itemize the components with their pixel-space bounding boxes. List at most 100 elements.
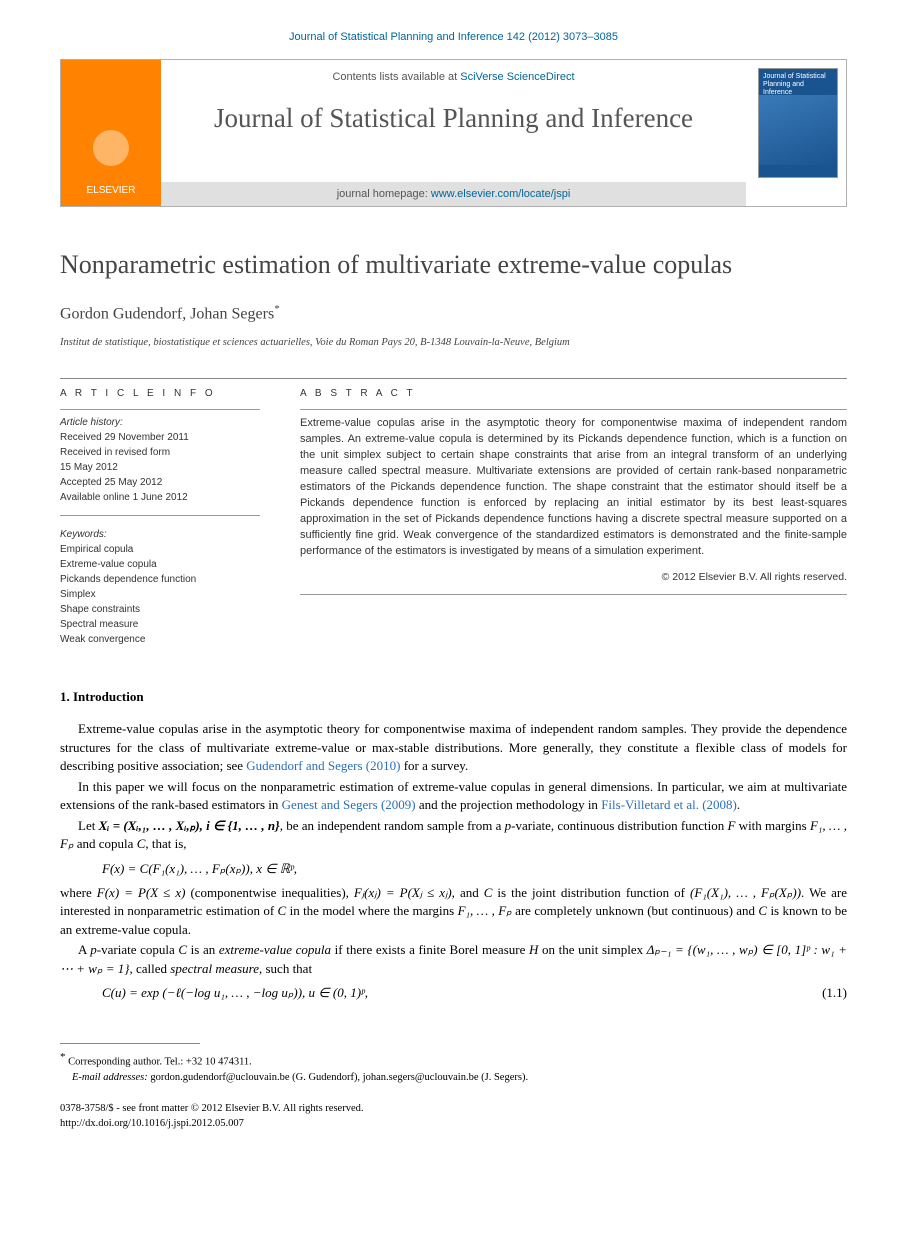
- authors-line: Gordon Gudendorf, Johan Segers*: [60, 302, 847, 326]
- online-date: Available online 1 June 2012: [60, 491, 260, 505]
- citation-link[interactable]: Genest and Segers (2009): [282, 797, 416, 812]
- masthead: ELSEVIER Contents lists available at Sci…: [60, 59, 847, 207]
- corresponding-marker: *: [274, 303, 280, 315]
- display-equation-1-1: (1.1) C(u) = exp (−ℓ(−log u₁, … , −log u…: [102, 984, 847, 1002]
- homepage-link[interactable]: www.elsevier.com/locate/jspi: [431, 188, 570, 200]
- emphasis: extreme-value copula: [219, 942, 331, 957]
- text-run: , that is,: [145, 836, 186, 851]
- math-inline: F(x) = P(X ≤ x): [97, 885, 186, 900]
- math-var: C: [758, 903, 767, 918]
- info-rule: [60, 409, 260, 410]
- accepted-date: Accepted 25 May 2012: [60, 476, 260, 490]
- journal-name: Journal of Statistical Planning and Infe…: [161, 100, 746, 138]
- affiliation: Institut de statistique, biostatistique …: [60, 336, 847, 351]
- math-var: C: [278, 903, 287, 918]
- revised-line1: Received in revised form: [60, 446, 260, 460]
- email-line: E-mail addresses: gordon.gudendorf@uclou…: [60, 1071, 847, 1086]
- header-citation: Journal of Statistical Planning and Infe…: [60, 30, 847, 45]
- intro-paragraph-5: A p-variate copula C is an extreme-value…: [60, 941, 847, 978]
- text-run: if there exists a finite Borel measure: [331, 942, 529, 957]
- text-run: (J. Segers).: [479, 1072, 529, 1083]
- math-var: H: [529, 942, 538, 957]
- keyword: Extreme-value copula: [60, 558, 260, 572]
- keyword: Simplex: [60, 588, 260, 602]
- math-inline: Xᵢ = (Xᵢ,₁, … , Xᵢ,ₚ), i ∈ {1, … , n}: [99, 818, 280, 833]
- cover-band: [759, 95, 837, 165]
- text-run: is the joint distribution function of: [492, 885, 690, 900]
- intro-paragraph-3: Let Xᵢ = (Xᵢ,₁, … , Xᵢ,ₚ), i ∈ {1, … , n…: [60, 817, 847, 854]
- footnotes: * Corresponding author. Tel.: +32 10 474…: [60, 1050, 847, 1086]
- math-inline: (F₁(X₁), … , Fₚ(Xₚ)): [690, 885, 801, 900]
- corr-marker-foot: *: [60, 1051, 66, 1063]
- keywords-head: Keywords:: [60, 528, 260, 542]
- issn-line: 0378-3758/$ - see front matter © 2012 El…: [60, 1102, 847, 1116]
- email-label: E-mail addresses:: [72, 1072, 148, 1083]
- keywords-block: Keywords: Empirical copula Extreme-value…: [60, 528, 260, 647]
- text-run: in the model where the margins: [286, 903, 457, 918]
- abstract-column: A B S T R A C T Extreme-value copulas ar…: [300, 379, 847, 648]
- text-run: -variate, continuous distribution functi…: [511, 818, 727, 833]
- email-link[interactable]: johan.segers@uclouvain.be: [363, 1072, 479, 1083]
- math-var: C: [178, 942, 187, 957]
- article-info-label: A R T I C L E I N F O: [60, 379, 260, 407]
- text-run: .: [737, 797, 740, 812]
- equation-body: C(u) = exp (−ℓ(−log u₁, … , −log uₚ)), u…: [102, 985, 368, 1000]
- keyword: Weak convergence: [60, 633, 260, 647]
- math-inline: F₁, … , Fₚ: [458, 903, 512, 918]
- text-run: where: [60, 885, 97, 900]
- info-rule: [60, 515, 260, 516]
- keyword: Pickands dependence function: [60, 573, 260, 587]
- sciencedirect-link[interactable]: SciVerse ScienceDirect: [460, 71, 574, 83]
- text-run: Corresponding author. Tel.: +32 10 47431…: [68, 1056, 252, 1067]
- keyword: Spectral measure: [60, 618, 260, 632]
- text-run: Let: [78, 818, 99, 833]
- homepage-prefix: journal homepage:: [337, 188, 431, 200]
- text-run: , and: [452, 885, 484, 900]
- text-run: , called: [129, 961, 170, 976]
- received-date: Received 29 November 2011: [60, 431, 260, 445]
- email-link[interactable]: gordon.gudendorf@uclouvain.be: [150, 1072, 289, 1083]
- introduction-section: 1. Introduction Extreme-value copulas ar…: [60, 688, 847, 1003]
- text-run: is an: [187, 942, 219, 957]
- text-run: with margins: [735, 818, 810, 833]
- math-inline: Fⱼ(xⱼ) = P(Xⱼ ≤ xⱼ): [354, 885, 452, 900]
- section-heading: 1. Introduction: [60, 688, 847, 706]
- keyword: Shape constraints: [60, 603, 260, 617]
- citation-link[interactable]: Gudendorf and Segers (2010): [246, 758, 400, 773]
- authors-names: Gordon Gudendorf, Johan Segers: [60, 305, 274, 322]
- abstract-bottom-rule: [300, 594, 847, 595]
- abstract-label: A B S T R A C T: [300, 379, 847, 407]
- equation-number: (1.1): [822, 984, 847, 1002]
- text-run: and the projection methodology in: [416, 797, 602, 812]
- contents-line: Contents lists available at SciVerse Sci…: [161, 60, 746, 85]
- footnote-rule: [60, 1043, 200, 1044]
- info-abstract-row: A R T I C L E I N F O Article history: R…: [60, 379, 847, 648]
- intro-paragraph-1: Extreme-value copulas arise in the asymp…: [60, 720, 847, 775]
- masthead-center: Contents lists available at SciVerse Sci…: [161, 60, 746, 206]
- elsevier-logo[interactable]: ELSEVIER: [83, 124, 139, 206]
- text-run: -variate copula: [97, 942, 179, 957]
- journal-cover-thumbnail[interactable]: Journal of Statistical Planning and Infe…: [758, 68, 838, 178]
- doi-link[interactable]: http://dx.doi.org/10.1016/j.jspi.2012.05…: [60, 1118, 244, 1129]
- emphasis: spectral measure: [170, 961, 259, 976]
- abstract-text: Extreme-value copulas arise in the asymp…: [300, 416, 847, 559]
- publisher-logo-panel: ELSEVIER: [61, 60, 161, 206]
- text-run: (componentwise inequalities),: [185, 885, 353, 900]
- article-info-column: A R T I C L E I N F O Article history: R…: [60, 379, 260, 648]
- citation-link[interactable]: Fils-Villetard et al. (2008): [601, 797, 737, 812]
- contents-prefix: Contents lists available at: [332, 71, 460, 83]
- abstract-copyright: © 2012 Elsevier B.V. All rights reserved…: [300, 570, 847, 585]
- history-head: Article history:: [60, 416, 260, 430]
- text-run: on the unit simplex: [538, 942, 646, 957]
- elsevier-tree-icon: [83, 124, 139, 180]
- text-run: , be an independent random sample from a: [280, 818, 505, 833]
- intro-paragraph-2: In this paper we will focus on the nonpa…: [60, 778, 847, 815]
- bottom-matter: 0378-3758/$ - see front matter © 2012 El…: [60, 1102, 847, 1131]
- text-run: A: [78, 942, 90, 957]
- publisher-name: ELSEVIER: [87, 185, 136, 196]
- text-run: (G. Gudendorf),: [290, 1072, 363, 1083]
- text-run: for a survey.: [400, 758, 468, 773]
- text-run: , such that: [259, 961, 312, 976]
- article-title: Nonparametric estimation of multivariate…: [60, 247, 847, 283]
- keyword: Empirical copula: [60, 543, 260, 557]
